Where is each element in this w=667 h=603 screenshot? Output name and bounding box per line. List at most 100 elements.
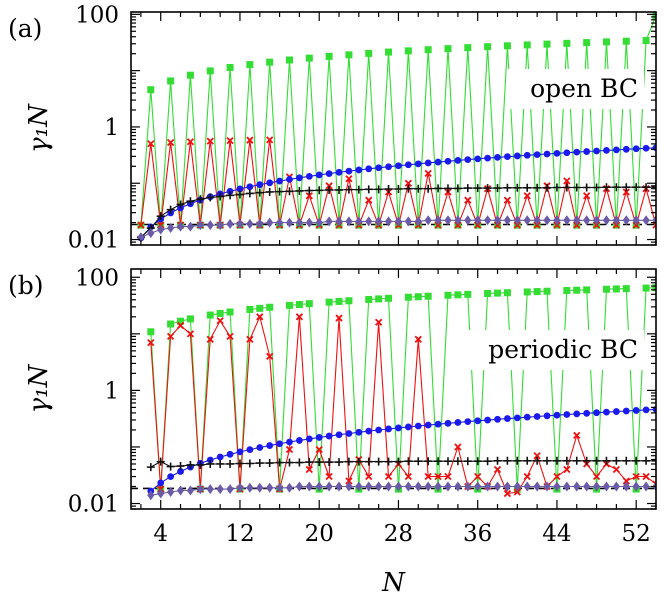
data-point xyxy=(157,488,165,499)
data-point xyxy=(474,472,482,481)
data-point xyxy=(325,52,333,60)
panel-annotation: periodic BC xyxy=(488,335,638,364)
data-point xyxy=(256,218,264,229)
data-point xyxy=(494,289,502,297)
data-point xyxy=(186,330,195,338)
data-point xyxy=(622,145,630,153)
panel-tag: (a) xyxy=(8,14,42,43)
data-point xyxy=(444,157,452,165)
data-point xyxy=(642,406,650,414)
data-point xyxy=(147,228,155,239)
data-point xyxy=(365,165,373,173)
data-point xyxy=(493,184,502,193)
data-point xyxy=(493,456,502,465)
data-point xyxy=(404,472,412,481)
x-tick-label: 36 xyxy=(463,521,492,547)
data-point xyxy=(503,215,512,226)
data-point xyxy=(315,171,323,179)
data-point xyxy=(354,185,363,194)
data-point xyxy=(464,44,472,52)
data-point xyxy=(434,420,442,428)
data-point xyxy=(592,215,601,226)
data-point xyxy=(206,459,215,468)
data-point xyxy=(494,153,501,161)
data-point xyxy=(355,428,363,436)
data-point xyxy=(443,184,452,193)
data-point xyxy=(345,477,353,485)
data-point xyxy=(444,45,452,53)
data-point xyxy=(325,432,333,440)
data-point xyxy=(245,459,254,468)
data-point xyxy=(414,216,422,227)
data-point xyxy=(414,481,422,492)
data-point xyxy=(246,218,254,229)
data-point xyxy=(355,481,363,492)
data-point xyxy=(364,185,373,194)
data-point xyxy=(157,479,165,487)
data-point xyxy=(572,183,581,192)
series-group xyxy=(131,284,656,501)
data-point xyxy=(167,77,175,85)
data-point xyxy=(216,484,224,495)
data-point xyxy=(632,215,640,226)
data-point xyxy=(236,185,244,193)
data-point xyxy=(603,147,610,154)
series-diamond xyxy=(147,481,656,501)
data-point xyxy=(176,221,185,232)
data-point xyxy=(394,481,403,492)
data-point xyxy=(384,216,393,227)
data-point xyxy=(503,42,511,50)
data-point xyxy=(295,300,303,308)
data-point xyxy=(562,456,571,465)
data-point xyxy=(226,218,234,229)
data-point xyxy=(513,414,521,422)
data-point xyxy=(365,216,373,227)
data-point xyxy=(196,460,205,469)
data-point xyxy=(335,216,343,227)
data-point xyxy=(533,151,541,159)
data-point xyxy=(315,445,323,454)
data-point xyxy=(504,415,511,422)
data-point xyxy=(246,183,254,191)
data-point xyxy=(275,458,284,467)
data-point xyxy=(295,458,304,467)
data-point xyxy=(375,295,383,303)
data-point xyxy=(632,456,641,465)
data-point xyxy=(394,185,403,194)
data-point xyxy=(166,332,175,341)
data-point xyxy=(216,459,225,468)
data-point xyxy=(424,481,432,492)
data-point xyxy=(325,472,333,481)
data-point xyxy=(404,216,412,227)
data-point xyxy=(196,484,204,495)
x-tick-label: 20 xyxy=(305,521,334,547)
data-point xyxy=(414,422,422,430)
data-point xyxy=(503,481,512,492)
data-point xyxy=(325,298,333,306)
data-point xyxy=(404,423,412,431)
data-point xyxy=(473,457,482,466)
data-point xyxy=(464,156,472,164)
data-point xyxy=(642,215,650,226)
data-point xyxy=(622,37,630,45)
data-point xyxy=(652,456,656,465)
data-point xyxy=(573,215,581,226)
data-point xyxy=(216,192,225,201)
data-point xyxy=(563,465,571,474)
data-point xyxy=(275,217,284,228)
data-point xyxy=(335,431,343,439)
series-cross xyxy=(147,313,656,498)
data-point xyxy=(454,481,462,492)
data-point xyxy=(464,215,472,226)
data-point xyxy=(404,457,413,466)
series-square xyxy=(137,12,656,229)
data-point xyxy=(632,481,640,492)
data-point xyxy=(523,192,531,200)
data-point xyxy=(265,187,274,196)
data-point xyxy=(167,486,175,497)
data-point xyxy=(563,411,571,418)
data-point xyxy=(553,472,561,481)
data-point xyxy=(612,465,621,474)
data-point xyxy=(266,482,274,493)
